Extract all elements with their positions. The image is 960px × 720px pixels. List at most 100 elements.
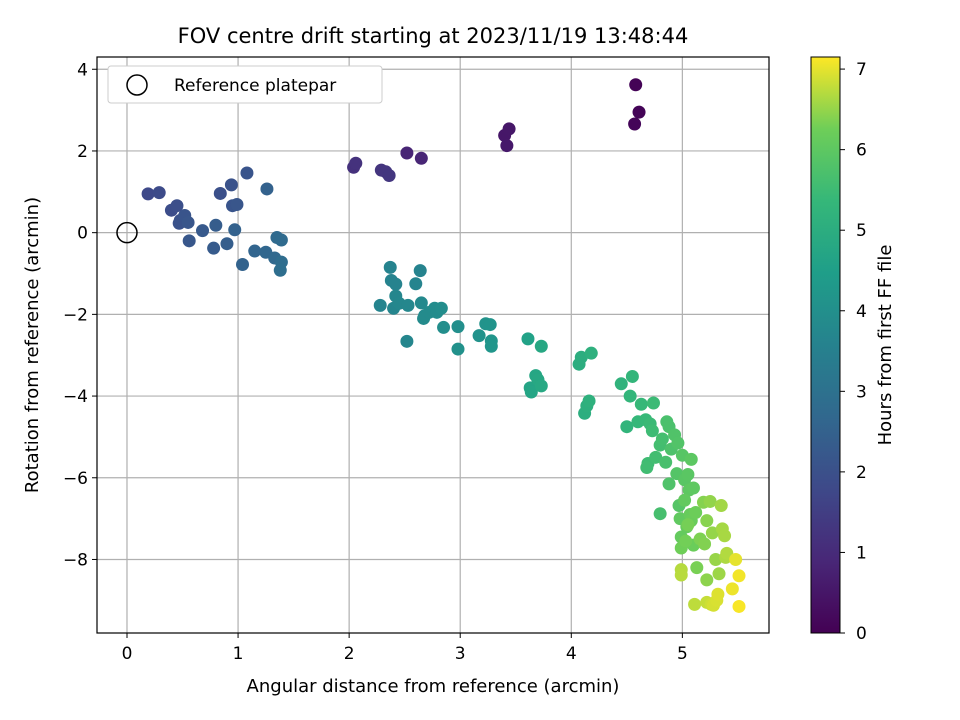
y-tick-label: −8	[63, 550, 88, 570]
data-point	[705, 526, 719, 540]
colorbar-tick-label: 5	[856, 221, 867, 241]
data-point	[240, 166, 254, 180]
data-point	[274, 233, 288, 247]
data-point	[632, 105, 646, 119]
legend-entry: Reference platepar	[174, 76, 336, 96]
data-point	[709, 552, 723, 566]
y-tick-label: 0	[77, 224, 88, 244]
data-point	[662, 477, 676, 491]
data-point	[400, 146, 414, 160]
legend-box	[107, 65, 383, 104]
y-tick-label: −2	[63, 305, 88, 325]
colorbar: 0 1 2 3 4 5 6 7 Hours from first FF file	[810, 56, 896, 644]
y-tick-label: −4	[63, 387, 88, 407]
data-point	[228, 223, 242, 237]
chart-title: FOV centre drift starting at 2023/11/19 …	[178, 24, 689, 48]
data-point	[711, 587, 725, 601]
data-point	[629, 78, 643, 92]
x-axis-ticks: 0 1 2 3 4 5	[122, 633, 688, 664]
data-point	[472, 329, 486, 343]
colorbar-tick-label: 2	[856, 463, 867, 483]
data-point	[382, 168, 396, 182]
data-point	[534, 379, 548, 393]
data-point	[141, 187, 155, 201]
data-point	[451, 320, 465, 334]
y-axis-ticks: 4 2 0 −2 −4 −6 −8	[63, 60, 97, 570]
data-point	[349, 156, 363, 170]
data-point	[703, 494, 717, 508]
data-point	[698, 537, 712, 551]
data-point	[483, 318, 497, 332]
data-point	[684, 452, 698, 466]
colorbar-tick-label: 3	[856, 382, 867, 402]
data-point	[700, 514, 714, 528]
data-point	[646, 396, 660, 410]
colorbar-tick-label: 1	[856, 543, 867, 563]
x-tick-label: 2	[344, 644, 355, 664]
data-point	[681, 467, 695, 481]
y-tick-label: 2	[77, 142, 88, 162]
data-point	[689, 505, 703, 519]
data-point	[437, 320, 451, 334]
data-point	[645, 424, 659, 438]
data-point	[718, 529, 732, 543]
data-point	[451, 342, 465, 356]
data-point	[534, 339, 548, 353]
x-axis-label: Angular distance from reference (arcmin)	[247, 676, 620, 697]
colorbar-ticks: 0 1 2 3 4 5 6 7	[840, 60, 867, 644]
colorbar-tick-label: 7	[856, 60, 867, 80]
x-tick-label: 4	[566, 644, 577, 664]
grid-lines	[97, 57, 769, 633]
data-point	[674, 568, 688, 582]
reference-point-marker	[116, 221, 138, 244]
data-point	[521, 332, 535, 346]
data-point	[389, 277, 403, 291]
data-point	[260, 182, 274, 196]
data-point	[502, 122, 516, 136]
legend-marker	[126, 74, 148, 96]
data-point	[686, 481, 700, 495]
data-point	[625, 369, 639, 383]
data-point	[209, 218, 223, 232]
y-tick-label: 4	[77, 60, 88, 80]
data-point	[181, 215, 195, 229]
plot-frame	[96, 56, 770, 634]
data-point	[196, 224, 210, 238]
data-point	[220, 237, 234, 251]
x-tick-label: 1	[233, 644, 244, 664]
data-point	[230, 197, 244, 211]
data-point	[414, 296, 428, 310]
data-point	[224, 178, 238, 192]
data-points	[141, 78, 746, 613]
data-point	[679, 534, 693, 548]
data-point	[659, 455, 673, 469]
data-point	[620, 420, 634, 434]
x-tick-label: 0	[122, 644, 133, 664]
data-point	[623, 389, 637, 403]
data-point	[484, 339, 498, 353]
colorbar-gradient	[810, 56, 841, 634]
data-point	[688, 597, 702, 611]
colorbar-tick-label: 4	[856, 302, 867, 322]
data-point	[152, 186, 166, 200]
data-point	[584, 346, 598, 360]
data-point	[634, 397, 648, 411]
data-point	[714, 499, 728, 513]
data-point	[500, 139, 514, 153]
data-point	[182, 234, 196, 248]
data-point	[681, 518, 695, 532]
colorbar-tick-label: 6	[856, 141, 867, 161]
data-point	[414, 151, 428, 165]
y-axis-label: Rotation from reference (arcmin)	[22, 197, 43, 493]
data-point	[653, 507, 667, 521]
data-point	[207, 241, 221, 255]
data-point	[413, 264, 427, 278]
data-point	[383, 260, 397, 274]
data-point	[400, 334, 414, 348]
data-point	[700, 573, 714, 587]
legend: Reference platepar	[107, 65, 383, 104]
data-point	[628, 117, 642, 131]
data-point	[574, 350, 588, 364]
data-point	[524, 385, 538, 399]
x-tick-label: 5	[677, 644, 688, 664]
